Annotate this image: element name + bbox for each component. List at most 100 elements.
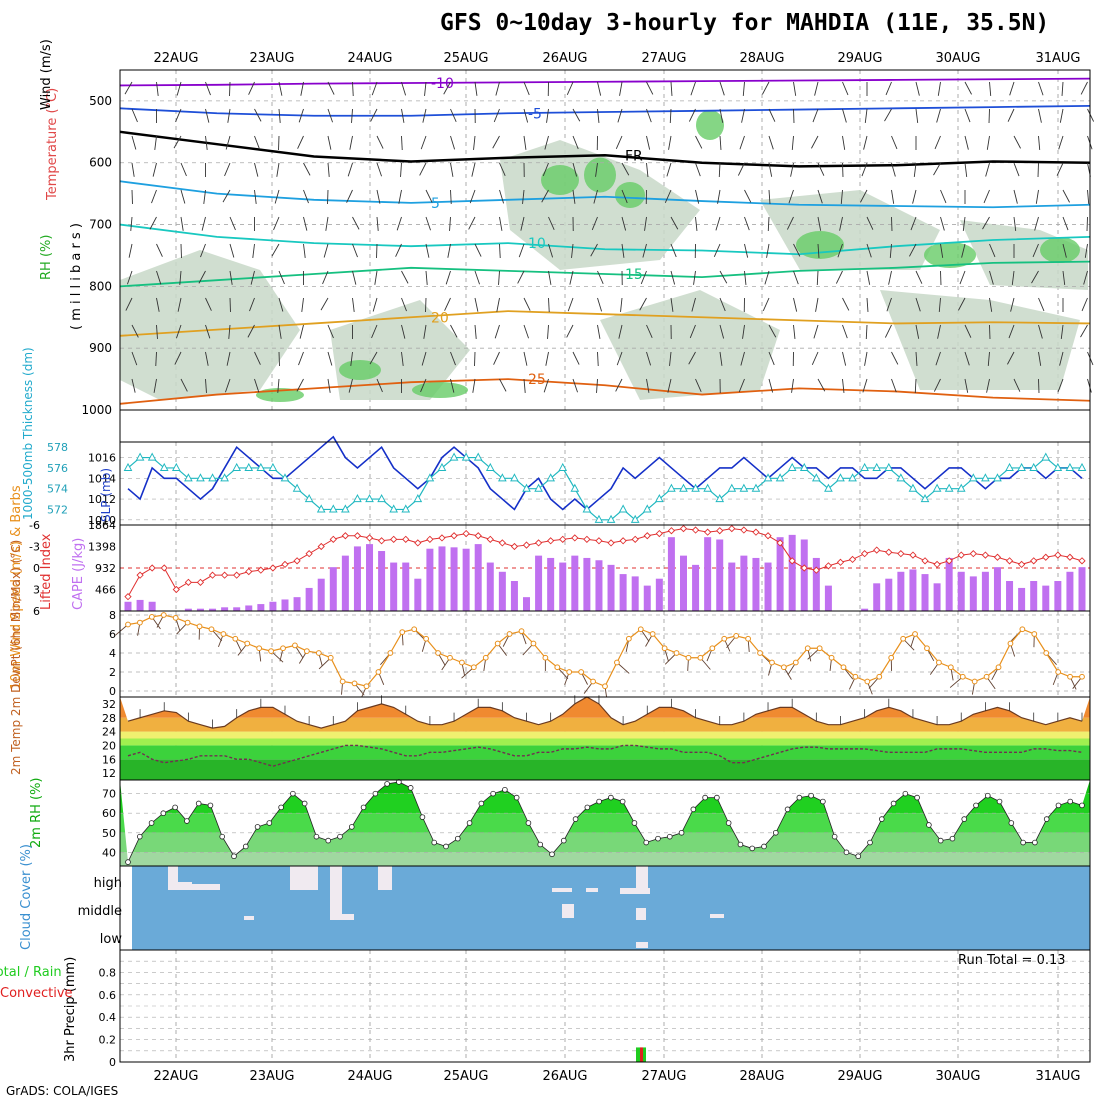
upper-barb-3-1 xyxy=(205,108,210,123)
cape-bar-55 xyxy=(788,534,796,611)
rh-point-68 xyxy=(926,822,932,828)
upper-barb-21-3 xyxy=(646,162,649,177)
temp-tick-1: 28 xyxy=(102,712,116,725)
upper-barb-1-7 xyxy=(156,270,162,285)
cape-bar-51 xyxy=(740,555,748,611)
upper-barb-13-3 xyxy=(450,162,454,177)
upper-barb-29-6 xyxy=(837,243,843,258)
rh-point-0 xyxy=(125,859,131,865)
li-point-56 xyxy=(800,564,808,572)
slp-thickness-panel: 578 576 574 572 1016 1014 1012 1010 xyxy=(47,435,1090,527)
cape-bar-29 xyxy=(474,544,482,611)
thickness-point-20 xyxy=(365,494,374,503)
thickness-point-40 xyxy=(606,514,616,523)
li-ylabel: Lifted Index xyxy=(39,533,54,610)
bottom-date-29AUG: 29AUG xyxy=(837,1069,882,1084)
thickness-point-38 xyxy=(582,504,592,513)
thickness-point-70 xyxy=(968,473,978,482)
upper-barb-23-3 xyxy=(695,162,701,177)
cape-tick-0: 1864 xyxy=(88,519,116,532)
wind-point-80 xyxy=(1079,673,1085,680)
upper-barb-2-10 xyxy=(174,351,182,365)
upper-barb-39-4 xyxy=(1087,189,1090,204)
rh-point-79 xyxy=(1055,802,1062,809)
wind-point-53 xyxy=(757,650,763,656)
cape-bar-13 xyxy=(281,599,289,611)
upper-barb-23-5 xyxy=(695,216,698,231)
cape-bar-76 xyxy=(1042,585,1050,611)
wind-tick-1: 6 xyxy=(109,628,116,641)
upper-barb-1-6 xyxy=(156,243,163,257)
wind-point-15 xyxy=(303,648,310,654)
upper-barb-5-11 xyxy=(254,378,260,393)
rh-point-38 xyxy=(572,816,579,822)
upper-barb-27-5 xyxy=(786,216,794,230)
upper-barb-13-2 xyxy=(450,135,456,150)
li-point-72 xyxy=(993,553,1002,561)
upper-barb-28-5 xyxy=(817,216,822,231)
upper-barb-18-3 xyxy=(572,162,578,177)
cape-bar-5 xyxy=(184,608,192,611)
cape-bar-50 xyxy=(728,562,736,611)
li-point-77 xyxy=(1054,551,1062,559)
upper-barb-13-0 xyxy=(443,81,451,95)
upper-barb-2-1 xyxy=(175,108,182,123)
top-date-31AUG: 31AUG xyxy=(1035,51,1080,66)
precip-bar-conv xyxy=(640,1047,643,1062)
li-point-33 xyxy=(522,541,531,549)
thickness-point-12 xyxy=(268,462,278,471)
upper-barb-8-1 xyxy=(327,108,333,123)
cape-bar-58 xyxy=(824,585,832,611)
upper-barb-26-3 xyxy=(768,162,773,177)
upper-barb-31-1 xyxy=(884,108,892,122)
wind-point-34 xyxy=(530,640,537,647)
li-point-29 xyxy=(474,532,482,540)
wind-point-58 xyxy=(816,645,823,652)
upper-barb-32-0 xyxy=(915,81,920,96)
upper-barb-2-3 xyxy=(180,162,187,177)
upper-barb-29-5 xyxy=(839,216,843,231)
thickness-point-3 xyxy=(159,462,169,471)
wind-point-48 xyxy=(697,654,704,661)
thickness-point-30 xyxy=(485,462,495,471)
cape-bar-75 xyxy=(1030,581,1038,611)
upper-barb-25-3 xyxy=(737,162,745,176)
li-point-60 xyxy=(848,555,857,564)
upper-barb-36-1 xyxy=(1007,108,1015,122)
upper-barb-20-9 xyxy=(618,324,623,339)
upper-barb-37-7 xyxy=(1031,270,1039,284)
upper-barb-12-10 xyxy=(421,351,427,366)
upper-barb-9-1 xyxy=(351,108,353,123)
precip-legend-conv: Convective xyxy=(0,986,73,1001)
rh-point-62 xyxy=(855,853,862,860)
upper-barb-15-9 xyxy=(494,324,500,339)
upper-barb-25-0 xyxy=(742,81,745,96)
rh-point-29 xyxy=(466,820,473,826)
upper-barb-18-6 xyxy=(571,243,574,258)
rh-high-region-4 xyxy=(796,231,844,259)
thickness-point-59 xyxy=(836,473,845,482)
upper-barb-38-4 xyxy=(1062,189,1070,203)
upper-barb-31-10 xyxy=(891,351,899,365)
upper-ytick-2: 700 xyxy=(89,218,112,232)
li-point-71 xyxy=(981,551,990,559)
upper-barb-27-11 xyxy=(791,378,794,393)
rh-high-region-7 xyxy=(696,110,724,140)
upper-barb-35-11 xyxy=(986,378,990,393)
wind-point-46 xyxy=(673,650,680,656)
li-point-65 xyxy=(909,551,917,559)
upper-barb-5-6 xyxy=(252,243,255,258)
rh-high-region-9 xyxy=(412,382,468,398)
li-point-38 xyxy=(583,535,591,543)
upper-barb-7-9 xyxy=(299,324,304,339)
wind-point-64 xyxy=(888,654,895,661)
upper-barb-0-2 xyxy=(131,135,137,150)
upper-barb-21-9 xyxy=(646,324,653,338)
thickness-point-21 xyxy=(377,494,386,503)
upper-barb-0-1 xyxy=(131,108,138,123)
li-point-10 xyxy=(245,567,253,576)
li-point-36 xyxy=(559,535,567,543)
rh-tick-1: 60 xyxy=(102,807,116,820)
upper-barb-33-11 xyxy=(933,378,941,392)
upper-barb-36-5 xyxy=(1013,216,1017,231)
